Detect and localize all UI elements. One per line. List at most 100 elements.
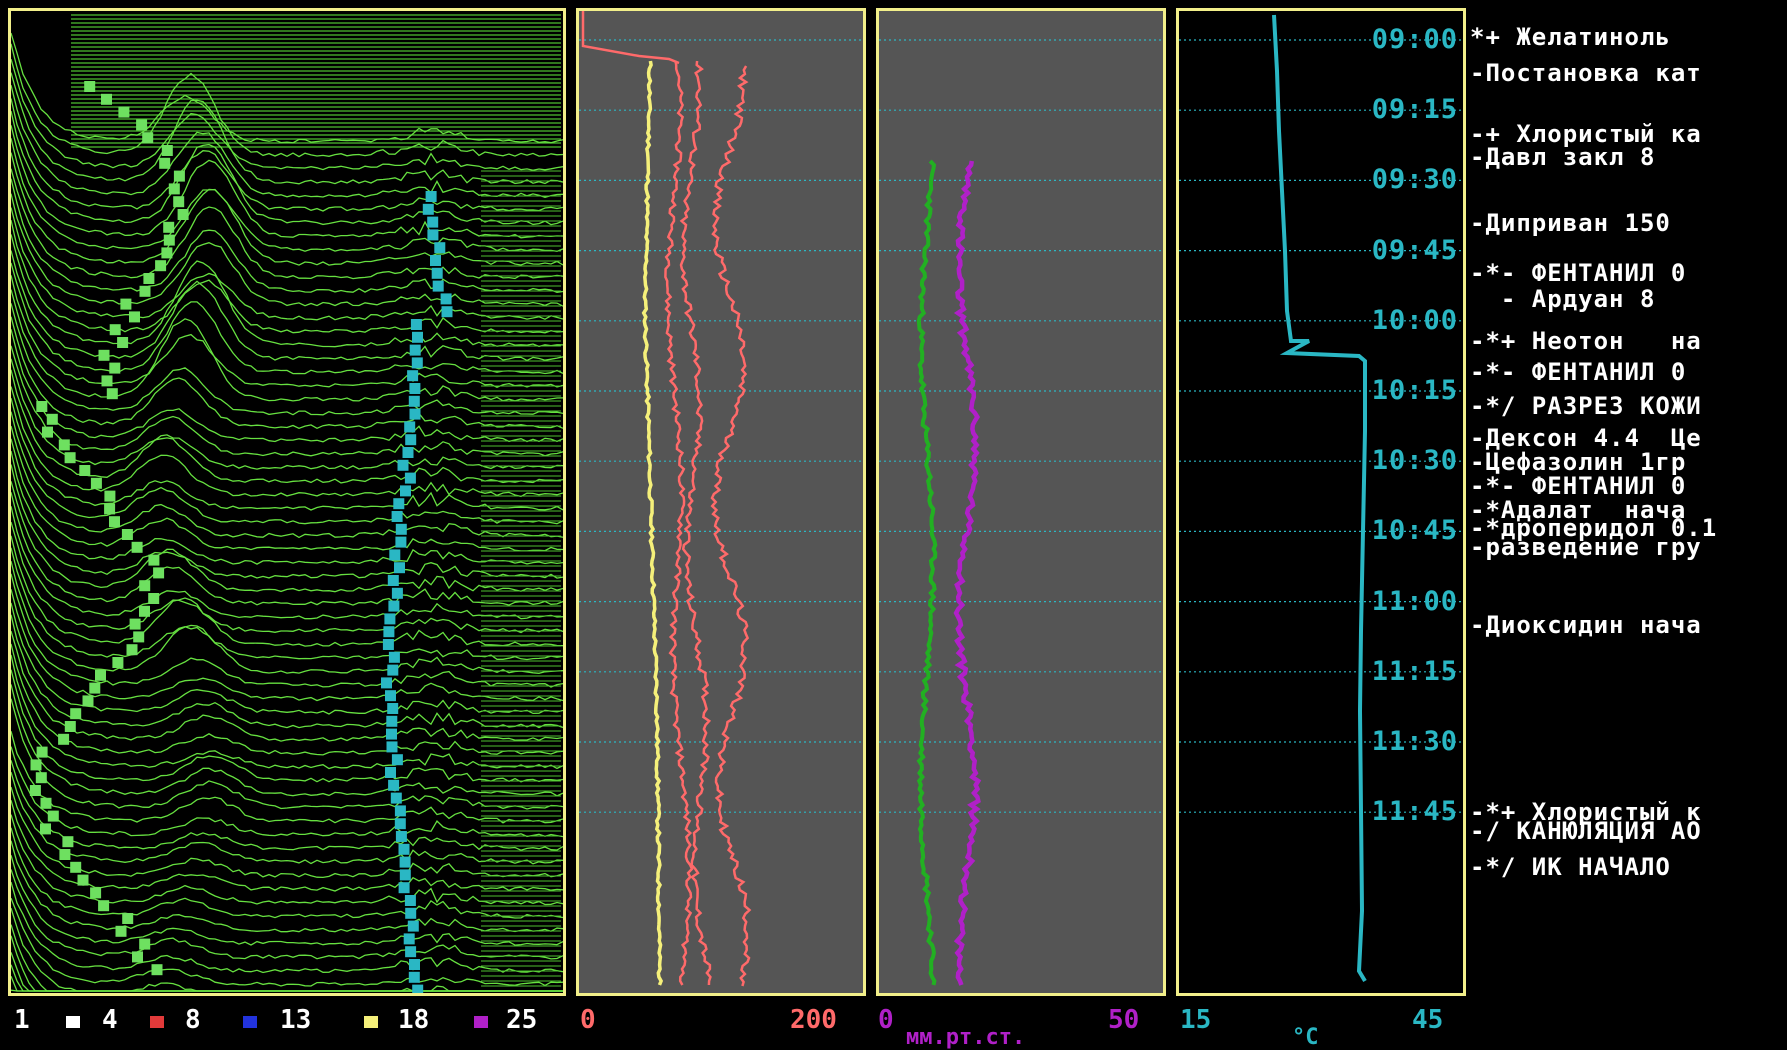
edge-frequency-marker bbox=[395, 818, 406, 829]
median-frequency-marker bbox=[101, 94, 112, 105]
pressure-unit-label: мм.рт.ст. bbox=[906, 1026, 1025, 1050]
spectrum-line bbox=[11, 398, 563, 510]
time-label: 10:45 bbox=[1338, 516, 1458, 546]
spectrum-line bbox=[11, 111, 563, 225]
event-entry: -/ КАНЮЛЯЦИЯ АО bbox=[1470, 818, 1702, 844]
edge-frequency-marker bbox=[385, 767, 396, 778]
event-entry: -*- ФЕНТАНИЛ 0 - Ардуан 8 bbox=[1470, 260, 1686, 312]
mean-arterial-trace bbox=[681, 61, 710, 985]
cvp-axis-min: 0 bbox=[878, 1005, 894, 1035]
event-entry: -*- ФЕНТАНИЛ 0 bbox=[1470, 359, 1686, 385]
median-frequency-marker bbox=[62, 836, 73, 847]
spectrum-line bbox=[11, 359, 563, 469]
event-entry: -Постановка кат bbox=[1470, 60, 1702, 86]
median-frequency-marker bbox=[110, 324, 121, 335]
median-frequency-marker bbox=[78, 875, 89, 886]
edge-frequency-marker bbox=[405, 946, 416, 957]
median-frequency-marker bbox=[47, 414, 58, 425]
spectrum-line bbox=[11, 169, 563, 279]
edge-frequency-marker bbox=[409, 972, 420, 983]
median-frequency-marker bbox=[148, 593, 159, 604]
edge-frequency-marker bbox=[395, 805, 406, 816]
median-frequency-marker bbox=[95, 670, 106, 681]
median-frequency-marker bbox=[117, 337, 128, 348]
spectrum-line bbox=[11, 208, 563, 320]
median-frequency-marker bbox=[107, 388, 118, 399]
time-label: 09:00 bbox=[1338, 25, 1458, 55]
edge-frequency-marker bbox=[383, 626, 394, 637]
mean-pressure-trace bbox=[644, 61, 661, 985]
edge-frequency-marker bbox=[395, 537, 406, 548]
edge-frequency-marker bbox=[393, 498, 404, 509]
event-entry: -*/ РАЗРЕЗ КОЖИ bbox=[1470, 393, 1702, 419]
edge-frequency-marker bbox=[387, 665, 398, 676]
median-frequency-marker bbox=[58, 734, 69, 745]
median-frequency-marker bbox=[127, 644, 138, 655]
median-frequency-marker bbox=[133, 631, 144, 642]
edge-frequency-marker bbox=[427, 217, 438, 228]
median-frequency-marker bbox=[37, 747, 48, 758]
median-frequency-marker bbox=[118, 107, 129, 118]
time-label: 10:30 bbox=[1338, 446, 1458, 476]
spectrum-line bbox=[11, 925, 563, 991]
edge-frequency-marker bbox=[388, 575, 399, 586]
event-entry: -Диоксидин нача bbox=[1470, 612, 1702, 638]
edge-frequency-marker bbox=[434, 242, 445, 253]
median-frequency-marker bbox=[122, 529, 133, 540]
edge-frequency-marker bbox=[405, 908, 416, 919]
legend-label: 13 bbox=[280, 1005, 311, 1035]
pressure-start-trace bbox=[583, 11, 679, 63]
median-frequency-marker bbox=[65, 721, 76, 732]
event-entry: -*+ Неотон на bbox=[1470, 328, 1702, 354]
median-frequency-marker bbox=[139, 939, 150, 950]
median-frequency-marker bbox=[148, 555, 159, 566]
event-entry: -разведение гру bbox=[1470, 534, 1702, 560]
edge-frequency-marker bbox=[405, 895, 416, 906]
edge-frequency-marker bbox=[400, 869, 411, 880]
spectrum-line bbox=[11, 85, 563, 197]
spectrum-line bbox=[11, 346, 563, 456]
eeg-spectral-array-panel bbox=[8, 8, 566, 996]
edge-frequency-marker bbox=[405, 473, 416, 484]
edge-frequency-marker bbox=[384, 613, 395, 624]
cvp-axis-max: 50 bbox=[1108, 1005, 1139, 1035]
legend-swatch-blue bbox=[243, 1016, 257, 1028]
temperature-plot bbox=[1179, 11, 1463, 993]
time-label: 10:00 bbox=[1338, 306, 1458, 336]
edge-frequency-marker bbox=[398, 460, 409, 471]
legend-label: 8 bbox=[185, 1005, 201, 1035]
time-label: 11:00 bbox=[1338, 587, 1458, 617]
median-frequency-marker bbox=[136, 119, 147, 130]
edge-frequency-marker bbox=[404, 933, 415, 944]
legend-label: 25 bbox=[506, 1005, 537, 1035]
edge-frequency-marker bbox=[386, 716, 397, 727]
pap-trace bbox=[956, 161, 978, 985]
edge-frequency-marker bbox=[392, 511, 403, 522]
spectrum-line bbox=[11, 747, 563, 837]
edge-frequency-marker bbox=[389, 652, 400, 663]
median-frequency-marker bbox=[140, 286, 151, 297]
spectrum-line bbox=[11, 329, 563, 442]
event-entry: *+ Желатиноль bbox=[1470, 24, 1671, 50]
median-frequency-marker bbox=[112, 657, 123, 668]
spectrum-line bbox=[11, 615, 563, 728]
spectrum-line bbox=[11, 536, 563, 646]
edge-frequency-marker bbox=[399, 882, 410, 893]
legend-swatch-red bbox=[150, 1016, 164, 1028]
edge-frequency-marker bbox=[423, 204, 434, 215]
venous-pressure-plot bbox=[879, 11, 1163, 993]
edge-frequency-marker bbox=[388, 780, 399, 791]
edge-frequency-marker bbox=[387, 741, 398, 752]
edge-frequency-marker bbox=[441, 293, 452, 304]
bp-axis-min: 0 bbox=[580, 1005, 596, 1035]
systolic-pressure-trace bbox=[712, 66, 750, 986]
median-frequency-marker bbox=[174, 171, 185, 182]
spectrum-line bbox=[11, 194, 563, 307]
edge-frequency-marker bbox=[389, 549, 400, 560]
legend-swatch-purple bbox=[474, 1016, 488, 1028]
median-frequency-marker bbox=[36, 401, 47, 412]
edge-frequency-marker bbox=[388, 601, 399, 612]
edge-frequency-marker bbox=[412, 357, 423, 368]
spectrum-line bbox=[11, 976, 563, 991]
median-frequency-marker bbox=[142, 132, 153, 143]
